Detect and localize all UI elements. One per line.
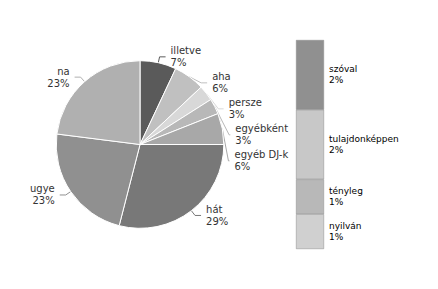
svg-text:ugye: ugye	[30, 183, 55, 194]
svg-text:2%: 2%	[329, 75, 344, 85]
svg-text:3%: 3%	[229, 109, 245, 120]
svg-text:tulajdonképpen: tulajdonképpen	[329, 134, 399, 144]
svg-text:3%: 3%	[235, 135, 251, 146]
svg-text:tényleg: tényleg	[329, 186, 363, 196]
svg-text:hát: hát	[206, 204, 222, 215]
svg-text:aha: aha	[212, 71, 231, 82]
svg-text:nyilván: nyilván	[329, 221, 362, 231]
svg-text:illetve: illetve	[171, 45, 201, 56]
svg-text:persze: persze	[229, 97, 262, 108]
svg-text:egyéb DJ-k: egyéb DJ-k	[234, 149, 288, 160]
svg-text:6%: 6%	[234, 161, 250, 172]
svg-text:23%: 23%	[47, 78, 69, 89]
svg-text:23%: 23%	[32, 195, 54, 206]
svg-text:1%: 1%	[329, 197, 344, 207]
svg-text:1%: 1%	[329, 232, 344, 242]
svg-text:6%: 6%	[212, 83, 228, 94]
svg-text:29%: 29%	[206, 216, 228, 227]
svg-text:egyébként: egyébként	[235, 123, 288, 134]
svg-text:na: na	[57, 66, 69, 77]
svg-text:2%: 2%	[329, 145, 344, 155]
svg-text:szóval: szóval	[329, 64, 357, 74]
svg-text:7%: 7%	[171, 57, 187, 68]
